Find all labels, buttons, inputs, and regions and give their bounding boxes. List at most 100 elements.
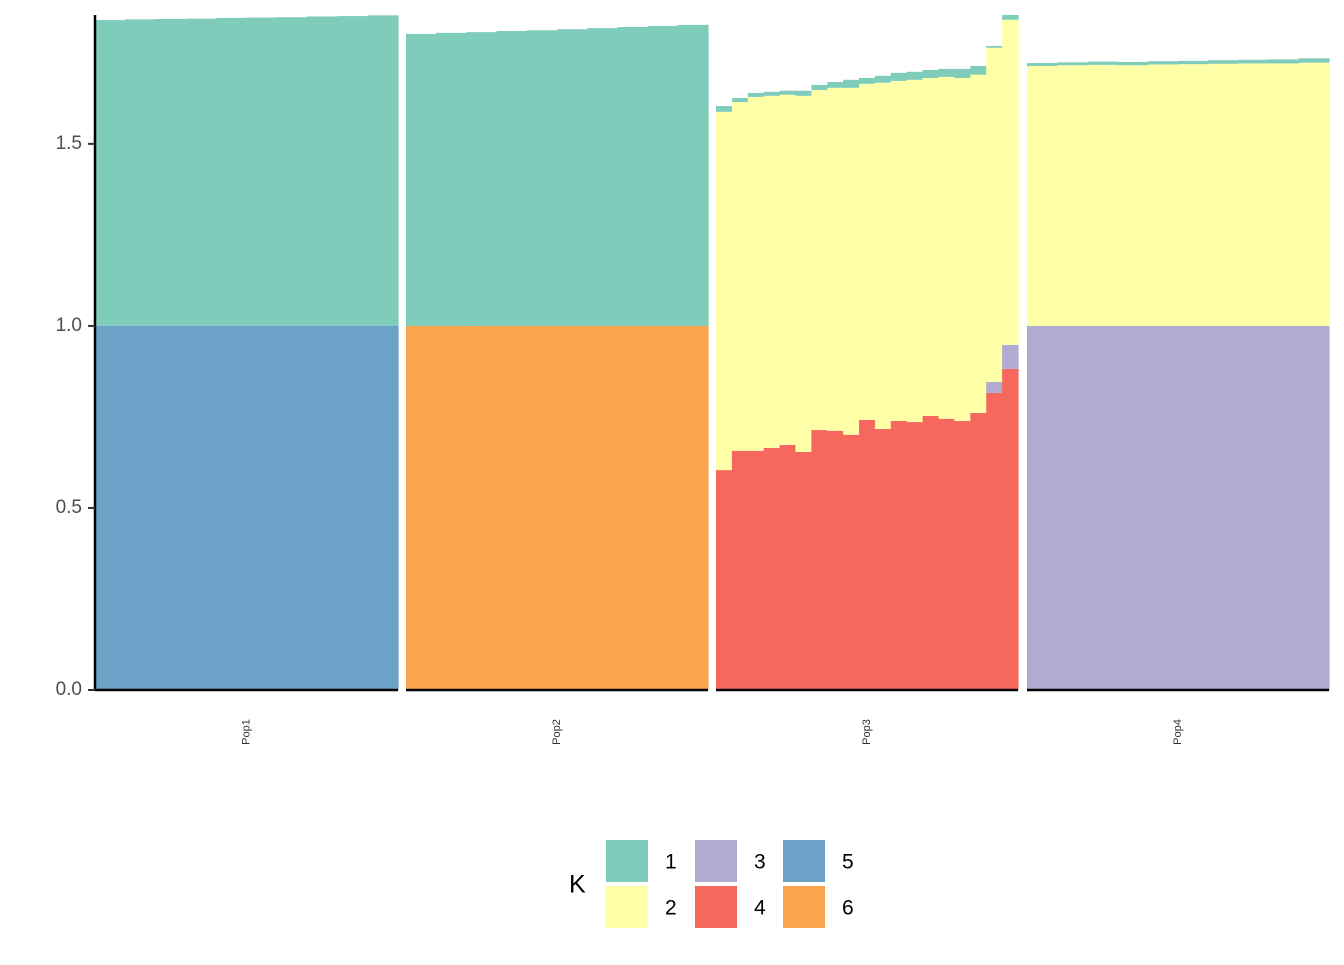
bar-segment (307, 325, 338, 690)
bar-segment (811, 90, 828, 431)
bar-segment (843, 434, 860, 690)
bar-segment (938, 418, 956, 690)
bar-segment (795, 90, 812, 96)
bar-segment (1147, 325, 1179, 690)
bar-segment (185, 18, 217, 326)
bar-segment (843, 87, 860, 435)
y-tick-label: 1.0 (56, 315, 82, 336)
bar-segment (276, 325, 308, 690)
bar-segment (859, 83, 876, 420)
bar-segment (337, 16, 369, 326)
bar-segment (779, 94, 797, 445)
bar-segment (716, 106, 733, 112)
bar-segment (1178, 325, 1209, 690)
bar-segment (526, 30, 558, 326)
bar-segment (954, 77, 971, 421)
bar-segment (1057, 62, 1088, 66)
legend-swatch (606, 840, 648, 882)
bar-segment (906, 79, 924, 423)
bar-segment (763, 95, 781, 448)
bar-segment (1238, 59, 1270, 64)
bar-segment (716, 470, 733, 690)
bar-segment (1178, 60, 1209, 65)
bar-segment (747, 92, 765, 97)
bar-segment (1178, 64, 1209, 326)
bar-segment (1002, 368, 1019, 690)
bar-segment (1268, 325, 1300, 690)
panel-label: Pop3 (861, 719, 873, 745)
bar-segment (155, 19, 187, 326)
bar-segment (827, 81, 844, 88)
bar-segment (906, 422, 924, 690)
y-tick-label: 0.0 (56, 679, 82, 700)
bar-segment (779, 444, 797, 690)
bar-segment (747, 96, 765, 451)
bar-segment (843, 79, 860, 88)
bar-segment (763, 447, 781, 690)
bar-segment (1002, 15, 1019, 20)
bar-segment (367, 325, 399, 690)
bar-segment (731, 102, 749, 451)
bar-segment (216, 17, 248, 326)
bar-segment (1117, 65, 1149, 326)
bar-segment (1117, 325, 1149, 690)
bar-segment (276, 17, 308, 326)
bar-segment (1298, 62, 1330, 326)
bar-segment (436, 32, 467, 326)
bar-segment (95, 20, 126, 326)
bar-segment (1002, 19, 1019, 345)
bar-segment (1268, 63, 1300, 326)
bar-segment (1298, 58, 1330, 63)
bar-segment (1147, 64, 1179, 326)
y-tick-label: 0.5 (56, 497, 82, 518)
bar-segment (986, 381, 1003, 393)
bar-segment (246, 325, 278, 690)
legend-title: K (569, 871, 586, 899)
bar-segment (125, 325, 157, 690)
bar-segment (587, 325, 618, 690)
legend-label: 4 (754, 897, 766, 920)
bar-segment (795, 95, 812, 452)
bar-segment (1027, 65, 1058, 326)
bar-segment (246, 17, 278, 326)
bar-segment (617, 27, 649, 326)
bar-segment (1057, 65, 1088, 326)
bar-segment (406, 325, 437, 690)
bar-segment (922, 77, 940, 416)
bar-segment (890, 80, 908, 421)
bar-segment (1027, 63, 1058, 66)
bar-segment (557, 325, 588, 690)
bar-segment (1002, 344, 1019, 369)
bar-segment (811, 84, 828, 90)
bar-segment (938, 68, 956, 77)
bar-segment (811, 430, 828, 690)
bar-segment (466, 325, 498, 690)
bar-segment (1087, 325, 1119, 690)
bar-segment (1057, 325, 1088, 690)
bar-segment (827, 430, 844, 690)
bar-segment (125, 19, 157, 326)
legend-swatch (783, 840, 825, 882)
bar-segment (337, 325, 369, 690)
bar-segment (1298, 325, 1330, 690)
bar-segment (859, 419, 876, 690)
bar-segment (779, 90, 797, 95)
bar-segment (95, 325, 126, 690)
legend-label: 3 (754, 851, 766, 874)
bar-segment (763, 91, 781, 96)
bar-segment (1208, 60, 1239, 64)
bar-segment (970, 412, 987, 690)
panel-label: Pop1 (240, 719, 252, 745)
bar-segment (906, 71, 924, 80)
bar-segment (795, 451, 812, 690)
bar-segment (890, 72, 908, 81)
bar-segment (716, 111, 733, 471)
legend-swatch (695, 840, 737, 882)
bar-segment (307, 16, 338, 326)
bar-segment (1117, 61, 1149, 66)
bar-segment (954, 420, 971, 690)
bar-segment (1208, 325, 1239, 690)
bar-segment (1238, 63, 1270, 326)
bar-segment (155, 325, 187, 690)
